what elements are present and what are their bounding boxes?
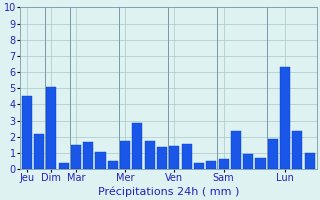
Bar — [206, 161, 216, 169]
Bar — [83, 142, 93, 169]
Bar — [22, 96, 32, 169]
Bar — [243, 154, 253, 169]
Bar — [194, 163, 204, 169]
Bar — [305, 153, 315, 169]
Bar — [292, 131, 302, 169]
Bar — [182, 144, 192, 169]
Bar — [219, 159, 229, 169]
Bar — [280, 67, 290, 169]
Bar — [268, 139, 278, 169]
Bar — [46, 87, 56, 169]
Bar — [95, 152, 106, 169]
Bar — [255, 158, 266, 169]
X-axis label: Précipitations 24h ( mm ): Précipitations 24h ( mm ) — [98, 186, 239, 197]
Bar — [145, 141, 155, 169]
Bar — [132, 123, 142, 169]
Bar — [120, 141, 130, 169]
Bar — [34, 134, 44, 169]
Bar — [157, 147, 167, 169]
Bar — [169, 146, 180, 169]
Bar — [71, 145, 81, 169]
Bar — [59, 163, 68, 169]
Bar — [231, 131, 241, 169]
Bar — [108, 161, 118, 169]
